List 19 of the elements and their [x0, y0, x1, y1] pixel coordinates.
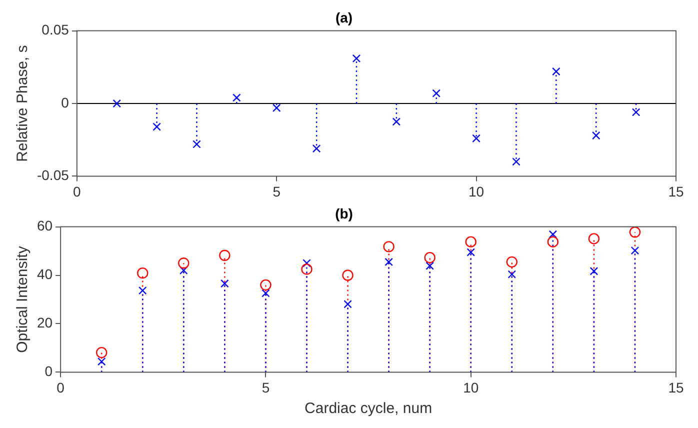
x-tick-label: 15: [668, 183, 684, 200]
y-tick-label: 0: [44, 363, 53, 380]
y-axis-title: Relative Phase, s: [14, 45, 32, 162]
x-tick-label: 5: [262, 379, 270, 396]
x-axis-title: Cardiac cycle, num: [304, 400, 432, 418]
x-tick-label: 0: [73, 183, 82, 200]
x-tick-label: 15: [668, 379, 684, 396]
y-tick-label: 0.05: [42, 22, 70, 38]
x-tick-label: 10: [463, 379, 479, 396]
y-tick-label: -0.05: [36, 167, 70, 184]
x-tick-label: 5: [272, 183, 281, 200]
y-tick-label: 60: [36, 218, 53, 234]
y-tick-label: 0: [61, 94, 70, 110]
y-tick-label: 40: [36, 266, 53, 282]
y-axis-title: Optical Intensity: [14, 246, 32, 353]
chart-title: (b): [335, 205, 353, 222]
y-tick-label: 20: [36, 314, 53, 331]
chart-title: (a): [335, 9, 353, 26]
x-tick-label: 10: [468, 183, 484, 200]
